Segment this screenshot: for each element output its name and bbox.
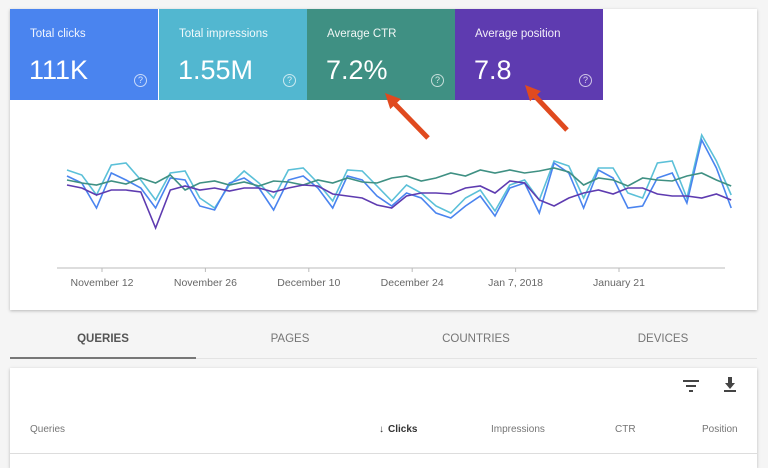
column-header-impressions[interactable]: Impressions — [491, 424, 545, 435]
tab-pages[interactable]: PAGES — [270, 333, 310, 345]
help-icon[interactable]: ? — [579, 74, 592, 87]
header-divider — [10, 453, 757, 454]
column-header-ctr[interactable]: CTR — [615, 424, 636, 435]
queries-table: Queries ↓ Clicks Impressions CTR Position — [10, 368, 757, 468]
performance-card: Total clicks 111K ? Total impressions 1.… — [10, 9, 757, 310]
download-icon[interactable] — [724, 377, 736, 393]
series-line-ctr — [66, 167, 732, 191]
metric-value: 7.2% — [326, 55, 388, 85]
series-line-clicks — [66, 137, 732, 219]
sort-arrow-icon: ↓ — [379, 424, 384, 435]
x-tick-label: December 24 — [381, 277, 444, 289]
column-header-position[interactable]: Position — [702, 424, 738, 435]
series-line-impressions — [66, 132, 732, 214]
metric-tile-position[interactable]: Average position 7.8 ? — [455, 9, 603, 100]
metric-value: 111K — [29, 55, 89, 85]
metric-label: Total clicks — [30, 28, 86, 40]
metric-label: Total impressions — [179, 28, 268, 40]
tab-devices[interactable]: DEVICES — [637, 333, 689, 345]
x-tick-label: November 26 — [174, 277, 237, 289]
annotation-arrow-shaft — [391, 100, 430, 140]
series-line-position — [66, 180, 732, 231]
annotation-arrow-head — [525, 85, 541, 102]
dimension-tabs: QUERIES PAGES COUNTRIES DEVICES — [10, 320, 757, 359]
annotation-arrow-shaft — [531, 92, 569, 132]
metric-value: 7.8 — [474, 55, 512, 85]
annotation-arrow-head — [385, 93, 401, 110]
x-tick-label: January 21 — [593, 277, 645, 289]
metric-tile-ctr[interactable]: Average CTR 7.2% ? — [307, 9, 455, 100]
metric-label: Average CTR — [327, 28, 397, 40]
metric-tile-impressions[interactable]: Total impressions 1.55M ? — [159, 9, 307, 100]
help-icon[interactable]: ? — [283, 74, 296, 87]
performance-chart: November 12 November 26 December 10 Decembe… — [57, 85, 732, 289]
tab-countries[interactable]: COUNTRIES — [442, 333, 510, 345]
tab-queries[interactable]: QUERIES — [10, 320, 196, 359]
metric-value: 1.55M — [178, 55, 254, 85]
help-icon[interactable]: ? — [431, 74, 444, 87]
x-tick-label: Jan 7, 2018 — [488, 277, 543, 289]
help-icon[interactable]: ? — [134, 74, 147, 87]
metric-label: Average position — [475, 28, 561, 40]
filter-icon[interactable] — [683, 380, 699, 392]
x-tick-label: November 12 — [70, 277, 133, 289]
column-header-clicks-label: Clicks — [388, 424, 418, 435]
metric-tile-clicks[interactable]: Total clicks 111K ? — [10, 9, 158, 100]
column-header-clicks[interactable]: ↓ Clicks — [379, 424, 417, 435]
column-header-queries[interactable]: Queries — [30, 424, 66, 435]
x-tick-label: December 10 — [277, 277, 340, 289]
